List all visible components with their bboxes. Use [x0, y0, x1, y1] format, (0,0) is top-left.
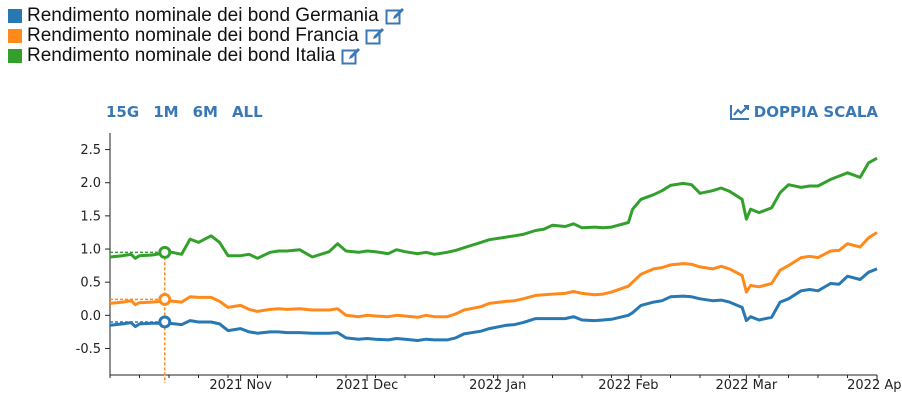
- range-button-1m[interactable]: 1M: [153, 103, 179, 121]
- crosshair-marker-1: [158, 292, 172, 306]
- legend-swatch-francia: [8, 29, 22, 43]
- x-tick-label: 2022 Mar: [715, 378, 777, 393]
- y-tick-label: 2.0: [80, 176, 101, 191]
- x-tick-label: 2022 Feb: [598, 378, 658, 393]
- x-tick-label: 2021 Dec: [336, 378, 398, 393]
- crosshair: [110, 245, 172, 383]
- series-line-2: [109, 156, 878, 260]
- legend-item-italia[interactable]: Rendimento nominale dei bond Italia: [8, 46, 405, 66]
- x-tick-label: 2022 Apr: [847, 378, 902, 393]
- legend-label-italia: Rendimento nominale dei bond Italia: [27, 45, 336, 66]
- dual-scale-label: DOPPIA SCALA: [753, 103, 878, 121]
- edit-icon[interactable]: [365, 27, 385, 45]
- y-tick-label: 0.5: [80, 276, 101, 291]
- range-button-6m[interactable]: 6M: [192, 103, 218, 121]
- line-chart-icon: [729, 105, 749, 120]
- y-tick-label: 1.0: [80, 243, 101, 258]
- legend-item-francia[interactable]: Rendimento nominale dei bond Francia: [8, 26, 405, 46]
- edit-icon[interactable]: [341, 47, 361, 65]
- legend-swatch-germania: [8, 9, 22, 23]
- x-tick-label: 2021 Nov: [209, 378, 272, 393]
- crosshair-marker-2: [158, 245, 172, 259]
- range-button-15g[interactable]: 15G: [106, 103, 140, 121]
- dual-scale-button[interactable]: DOPPIA SCALA: [729, 103, 878, 121]
- chart-series: [109, 156, 878, 342]
- chart-axes: -0.5 0.0 0.5 1.0 1.5 2.0 2.5 2021 Nov 2021 Dec 20…: [76, 133, 902, 393]
- legend-swatch-italia: [8, 49, 22, 63]
- y-tick-label: -0.5: [76, 342, 101, 357]
- chart-legend: Rendimento nominale dei bond Germania Re…: [8, 6, 405, 66]
- y-tick-label: 1.5: [80, 209, 101, 224]
- range-button-all[interactable]: ALL: [231, 103, 263, 121]
- x-tick-label: 2022 Jan: [469, 378, 526, 393]
- range-selector: 15G 1M 6M ALL: [106, 103, 263, 121]
- series-line-1: [109, 231, 878, 319]
- series-line-0: [109, 267, 878, 342]
- legend-label-germania: Rendimento nominale dei bond Germania: [27, 5, 379, 26]
- legend-label-francia: Rendimento nominale dei bond Francia: [27, 25, 359, 46]
- legend-item-germania[interactable]: Rendimento nominale dei bond Germania: [8, 6, 405, 26]
- y-tick-label: 2.5: [80, 143, 101, 158]
- y-tick-label: 0.0: [80, 309, 101, 324]
- edit-icon[interactable]: [385, 7, 405, 25]
- crosshair-marker-0: [158, 315, 172, 329]
